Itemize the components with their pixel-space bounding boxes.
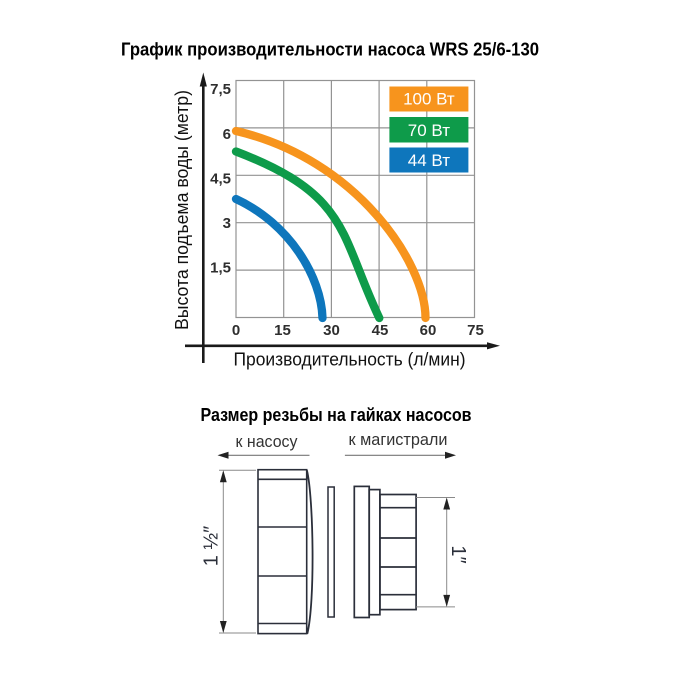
svg-text:6: 6 [223, 126, 231, 143]
svg-text:30: 30 [323, 322, 340, 339]
svg-text:45: 45 [372, 322, 389, 339]
svg-text:0: 0 [232, 322, 240, 339]
svg-text:Размер резьбы на гайках насосо: Размер резьбы на гайках насосов [201, 404, 472, 425]
svg-text:График производительности насо: График производительности насоса WRS 25/… [121, 39, 539, 60]
svg-text:1,5: 1,5 [210, 260, 231, 277]
svg-text:к насосу: к насосу [236, 433, 299, 451]
svg-text:1 ½″: 1 ½″ [201, 526, 223, 566]
svg-text:4,5: 4,5 [210, 171, 231, 188]
svg-text:44 Вт: 44 Вт [408, 151, 450, 170]
svg-text:1″: 1″ [447, 545, 469, 563]
svg-text:15: 15 [274, 322, 291, 339]
svg-text:60: 60 [420, 322, 437, 339]
svg-text:Высота подъема воды (метр): Высота подъема воды (метр) [172, 90, 192, 330]
svg-text:70 Вт: 70 Вт [408, 121, 450, 140]
svg-text:75: 75 [467, 322, 484, 339]
svg-text:Производительность (л/мин): Производительность (л/мин) [234, 349, 466, 370]
svg-text:к магистрали: к магистрали [349, 431, 448, 449]
svg-text:7,5: 7,5 [210, 81, 231, 98]
svg-text:100 Вт: 100 Вт [403, 90, 455, 109]
svg-text:3: 3 [223, 215, 231, 232]
